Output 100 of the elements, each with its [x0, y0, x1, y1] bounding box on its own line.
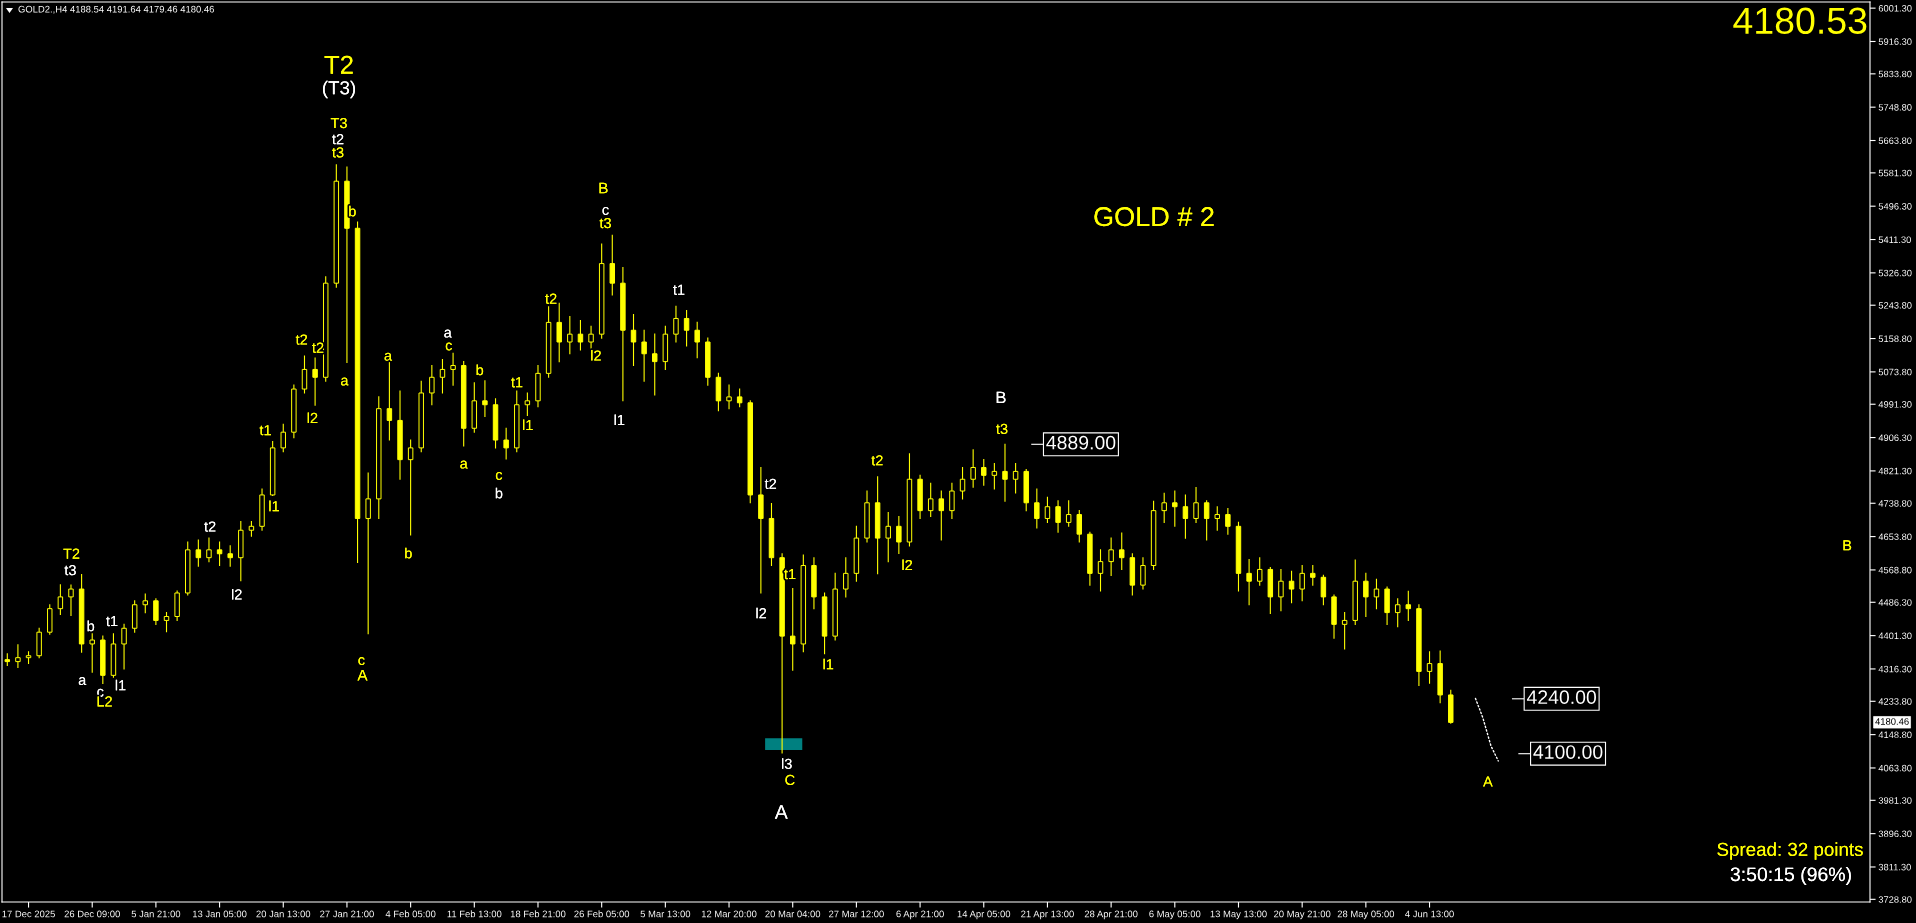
candlestick: [726, 384, 732, 410]
candlestick: [376, 396, 382, 520]
annotation: a: [444, 329, 452, 338]
y-tick-label: 5411.30: [1878, 236, 1911, 243]
candlestick: [524, 392, 531, 416]
candlestick: [216, 541, 223, 567]
x-tick-label: 14 Apr 05:00: [957, 910, 1011, 920]
annotation: B: [1843, 540, 1852, 551]
candlestick: [694, 321, 700, 359]
candlestick: [110, 633, 117, 678]
candlestick: [1034, 488, 1040, 529]
annotation: c: [495, 471, 503, 480]
candlestick: [1012, 463, 1019, 494]
x-tick-label: 12 Mar 20:00: [701, 910, 757, 918]
candlestick: [832, 572, 838, 641]
annotation: L2: [97, 696, 112, 707]
candlestick: [185, 541, 191, 596]
annotation: GOLD # 2: [1094, 207, 1214, 227]
candlestick: [917, 474, 923, 520]
candlestick: [471, 382, 478, 433]
x-tick-label: 4 Jun 13:00: [1405, 910, 1454, 918]
annotation: b: [495, 487, 503, 499]
annotation: l1: [614, 414, 625, 425]
annotation: B: [599, 182, 608, 194]
candlestick: [715, 372, 722, 412]
candlestick: [1384, 586, 1390, 625]
annotation: c: [445, 342, 453, 351]
annotation: A: [1483, 776, 1493, 787]
candlestick: [843, 557, 849, 598]
annotation: l1: [269, 500, 279, 512]
chart-title: GOLD2.,H4 4188.54 4191.64 4179.46 4180.46: [18, 5, 214, 14]
annotation: T2: [324, 55, 353, 74]
candlestick: [577, 319, 584, 351]
candlestick: [1225, 508, 1231, 535]
y-tick-label: 4991.30: [1878, 401, 1912, 408]
candlestick: [768, 503, 775, 567]
annotation: t1: [673, 284, 685, 295]
candlestick: [789, 588, 796, 671]
candlestick: [821, 592, 828, 655]
annotation: 4240.00: [1526, 690, 1597, 705]
candlestick: [1373, 578, 1380, 610]
candlestick: [1097, 549, 1104, 592]
x-tick-label: 27 Mar 12:00: [829, 910, 884, 918]
candlestick: [365, 472, 371, 635]
y-tick-label: 3728.80: [1878, 896, 1912, 903]
y-tick-label: 3896.30: [1878, 830, 1912, 838]
candlestick: [1331, 594, 1337, 639]
y-tick-label: 4906.30: [1878, 434, 1912, 442]
candlestick: [1310, 564, 1316, 586]
candlestick: [1394, 598, 1401, 628]
candlestick: [673, 305, 679, 343]
candlestick: [354, 221, 361, 563]
candlestick: [291, 384, 297, 439]
y-tick-label: 5916.30: [1878, 38, 1912, 45]
y-tick-label: 5581.30: [1878, 169, 1912, 177]
candlestick: [1278, 568, 1284, 612]
annotation: t2: [295, 334, 308, 345]
candlestick: [57, 584, 64, 616]
candlestick: [1129, 553, 1136, 596]
x-tick-label: 20 Jan 13:00: [256, 910, 311, 918]
candlestick: [492, 398, 499, 449]
annotation: l2: [902, 559, 913, 571]
candlestick: [407, 439, 414, 536]
y-tick-label: 5243.80: [1878, 302, 1912, 309]
candlestick: [1087, 531, 1093, 586]
candlestick: [238, 521, 244, 582]
x-tick-label: 5 Mar 13:00: [640, 910, 691, 918]
y-tick-label: 5496.30: [1878, 203, 1912, 210]
annotation: t2: [204, 521, 216, 532]
candlestick: [949, 482, 955, 520]
candlestick: [567, 315, 573, 355]
y-tick-label: 4063.80: [1878, 764, 1912, 772]
candlestick: [556, 302, 562, 363]
candlestick: [36, 627, 42, 659]
candlestick: [78, 574, 85, 653]
y-tick-label: 5158.80: [1878, 335, 1912, 343]
candlestick: [620, 266, 626, 402]
annotation: l2: [307, 412, 318, 423]
candlestick: [450, 352, 456, 386]
candlestick: [15, 644, 21, 669]
candlestick: [1076, 510, 1083, 543]
annotation: Spread: 32 points: [1717, 842, 1863, 860]
candlestick: [248, 521, 255, 537]
x-tick-label: 28 Apr 21:00: [1084, 910, 1138, 920]
candlestick: [100, 635, 106, 685]
annotation: a: [384, 352, 393, 361]
annotation: l1: [115, 679, 126, 691]
candlestick: [1299, 564, 1305, 602]
candlestick: [641, 329, 647, 382]
x-tick-label: 11 Feb 13:00: [447, 910, 502, 918]
candlestick: [705, 337, 711, 386]
candlestick: [598, 243, 605, 339]
annotation: B: [996, 391, 1006, 404]
candlestick: [609, 234, 616, 296]
candlestick: [439, 359, 446, 394]
annotation: l3: [782, 758, 792, 770]
annotation: t3: [996, 423, 1008, 435]
candlestick: [1352, 559, 1358, 625]
x-tick-label: 13 Jan 05:00: [192, 910, 247, 918]
annotation: l1: [823, 658, 834, 670]
